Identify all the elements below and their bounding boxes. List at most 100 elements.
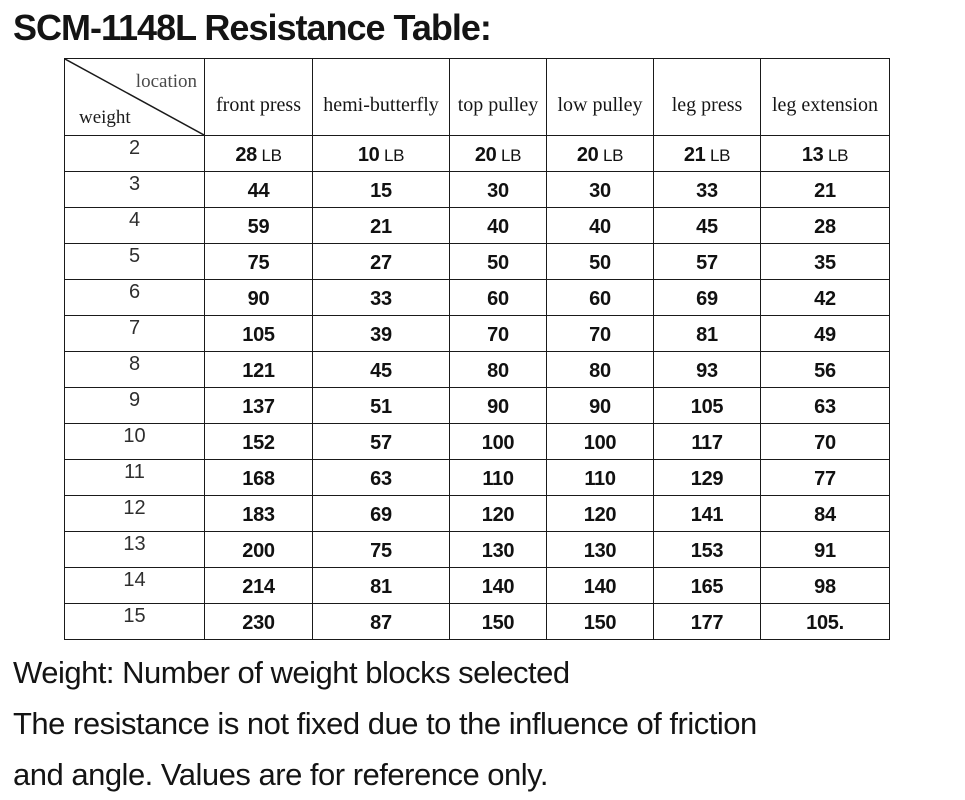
resistance-value-cell: 110 bbox=[449, 459, 547, 496]
resistance-value-cell: 70 bbox=[546, 315, 654, 352]
weight-cell: 2 bbox=[64, 135, 205, 172]
resistance-value-cell: 50 bbox=[449, 243, 547, 280]
resistance-value-cell: 21 LB bbox=[653, 135, 761, 172]
resistance-value-cell: 75 bbox=[204, 243, 313, 280]
resistance-value-cell: 129 bbox=[653, 459, 761, 496]
resistance-value-cell: 105. bbox=[760, 603, 890, 640]
resistance-value-cell: 214 bbox=[204, 567, 313, 604]
resistance-value-cell: 40 bbox=[546, 207, 654, 244]
resistance-value-cell: 20 LB bbox=[546, 135, 654, 172]
resistance-value-cell: 70 bbox=[449, 315, 547, 352]
table-row: 7 105 39 70 70 81 49 bbox=[64, 315, 890, 352]
resistance-value-cell: 84 bbox=[760, 495, 890, 532]
resistance-value-cell: 81 bbox=[312, 567, 450, 604]
resistance-value-cell: 39 bbox=[312, 315, 450, 352]
table-row: 3 44 15 30 30 33 21 bbox=[64, 171, 890, 208]
table-row: 4 59 21 40 40 45 28 bbox=[64, 207, 890, 244]
weight-cell: 8 bbox=[64, 351, 205, 388]
table-row: 11 168 63 110 110 129 77 bbox=[64, 459, 890, 496]
resistance-value-cell: 13 LB bbox=[760, 135, 890, 172]
table-row: 6 90 33 60 60 69 42 bbox=[64, 279, 890, 316]
resistance-value-cell: 57 bbox=[312, 423, 450, 460]
table-row: 10 152 57 100 100 117 70 bbox=[64, 423, 890, 460]
column-header-leg-extension: leg extension bbox=[760, 58, 890, 136]
resistance-value-cell: 117 bbox=[653, 423, 761, 460]
resistance-value-cell: 10 LB bbox=[312, 135, 450, 172]
resistance-value-cell: 140 bbox=[449, 567, 547, 604]
table-row: 8 121 45 80 80 93 56 bbox=[64, 351, 890, 388]
page-title: SCM-1148L Resistance Table: bbox=[13, 7, 492, 48]
weight-cell: 14 bbox=[64, 567, 205, 604]
resistance-value-cell: 120 bbox=[449, 495, 547, 532]
resistance-value-cell: 230 bbox=[204, 603, 313, 640]
weight-cell: 7 bbox=[64, 315, 205, 352]
resistance-value-cell: 30 bbox=[449, 171, 547, 208]
column-header-hemi-butterfly: hemi-butterfly bbox=[312, 58, 450, 136]
resistance-value-cell: 50 bbox=[546, 243, 654, 280]
resistance-value-cell: 91 bbox=[760, 531, 890, 568]
resistance-value-cell: 153 bbox=[653, 531, 761, 568]
resistance-value-cell: 98 bbox=[760, 567, 890, 604]
resistance-value-cell: 28 LB bbox=[204, 135, 313, 172]
resistance-value-cell: 177 bbox=[653, 603, 761, 640]
weight-cell: 10 bbox=[64, 423, 205, 460]
resistance-value-cell: 81 bbox=[653, 315, 761, 352]
resistance-document: SCM-1148L Resistance Table: location wei… bbox=[0, 6, 965, 800]
diagonal-line bbox=[65, 59, 204, 135]
table-row: 13 200 75 130 130 153 91 bbox=[64, 531, 890, 568]
resistance-value-cell: 51 bbox=[312, 387, 450, 424]
resistance-value-cell: 44 bbox=[204, 171, 313, 208]
weight-cell: 5 bbox=[64, 243, 205, 280]
resistance-value-cell: 105 bbox=[653, 387, 761, 424]
resistance-value-cell: 120 bbox=[546, 495, 654, 532]
resistance-value-cell: 70 bbox=[760, 423, 890, 460]
table-row: 2 28 LB 10 LB 20 LB 20 LB 21 LB 13 LB bbox=[64, 135, 890, 172]
resistance-value-cell: 183 bbox=[204, 495, 313, 532]
resistance-value-cell: 63 bbox=[760, 387, 890, 424]
header-row: location weight front press hemi-butterf… bbox=[64, 58, 890, 136]
resistance-value-cell: 21 bbox=[760, 171, 890, 208]
weight-cell: 15 bbox=[64, 603, 205, 640]
resistance-value-cell: 168 bbox=[204, 459, 313, 496]
resistance-value-cell: 33 bbox=[653, 171, 761, 208]
column-header-top-pulley: top pulley bbox=[449, 58, 547, 136]
resistance-value-cell: 141 bbox=[653, 495, 761, 532]
note-resistance-disclaimer-line1: The resistance is not fixed due to the i… bbox=[13, 706, 757, 741]
resistance-value-cell: 80 bbox=[546, 351, 654, 388]
table-body: 2 28 LB 10 LB 20 LB 20 LB 21 LB 13 LB 3 44 15 30 30… bbox=[64, 135, 890, 640]
resistance-value-cell: 93 bbox=[653, 351, 761, 388]
resistance-value-cell: 200 bbox=[204, 531, 313, 568]
resistance-value-cell: 150 bbox=[546, 603, 654, 640]
weight-cell: 11 bbox=[64, 459, 205, 496]
resistance-value-cell: 130 bbox=[546, 531, 654, 568]
weight-cell: 4 bbox=[64, 207, 205, 244]
resistance-value-cell: 69 bbox=[653, 279, 761, 316]
resistance-value-cell: 69 bbox=[312, 495, 450, 532]
resistance-value-cell: 100 bbox=[546, 423, 654, 460]
table-row: 14 214 81 140 140 165 98 bbox=[64, 567, 890, 604]
resistance-value-cell: 110 bbox=[546, 459, 654, 496]
resistance-value-cell: 63 bbox=[312, 459, 450, 496]
resistance-value-cell: 28 bbox=[760, 207, 890, 244]
resistance-value-cell: 75 bbox=[312, 531, 450, 568]
table-row: 12 183 69 120 120 141 84 bbox=[64, 495, 890, 532]
footer-notes: Weight: Number of weight blocks selected… bbox=[13, 647, 965, 800]
resistance-value-cell: 77 bbox=[760, 459, 890, 496]
resistance-value-cell: 90 bbox=[204, 279, 313, 316]
note-resistance-disclaimer-line2: and angle. Values are for reference only… bbox=[13, 757, 548, 792]
resistance-value-cell: 40 bbox=[449, 207, 547, 244]
weight-cell: 6 bbox=[64, 279, 205, 316]
resistance-value-cell: 60 bbox=[546, 279, 654, 316]
resistance-value-cell: 100 bbox=[449, 423, 547, 460]
weight-cell: 12 bbox=[64, 495, 205, 532]
resistance-value-cell: 21 bbox=[312, 207, 450, 244]
weight-cell: 9 bbox=[64, 387, 205, 424]
resistance-value-cell: 87 bbox=[312, 603, 450, 640]
resistance-value-cell: 45 bbox=[653, 207, 761, 244]
resistance-value-cell: 49 bbox=[760, 315, 890, 352]
resistance-value-cell: 59 bbox=[204, 207, 313, 244]
table-row: 15 230 87 150 150 177 105. bbox=[64, 603, 890, 640]
corner-weight-label: weight bbox=[79, 107, 131, 128]
resistance-value-cell: 33 bbox=[312, 279, 450, 316]
weight-cell: 13 bbox=[64, 531, 205, 568]
